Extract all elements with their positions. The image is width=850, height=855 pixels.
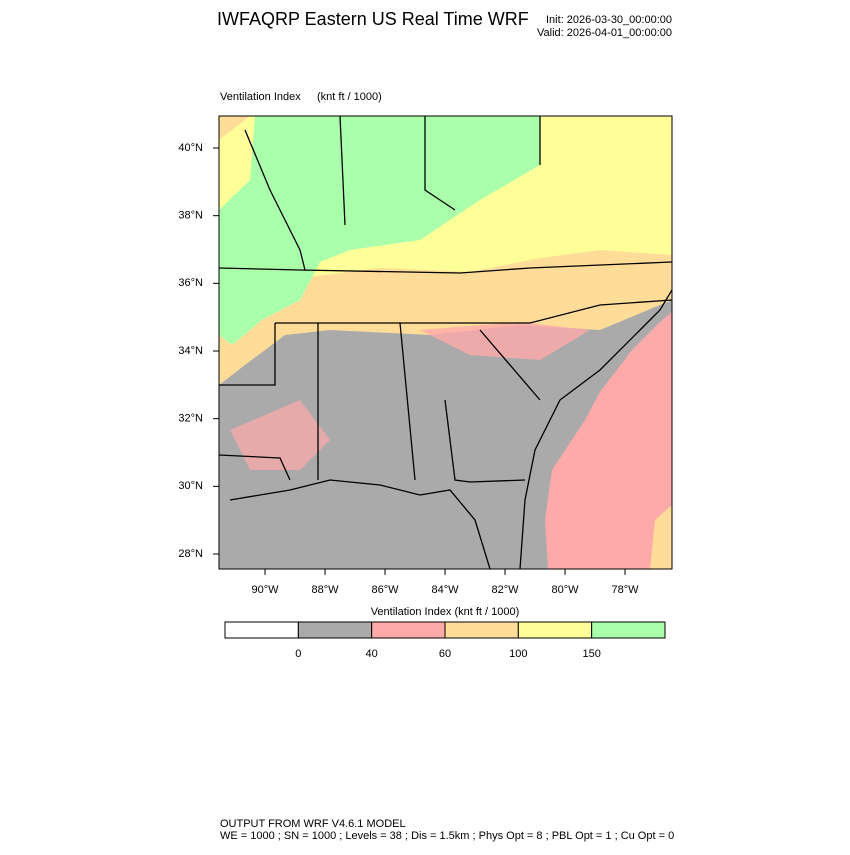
lat-label: 34°N [178,345,203,357]
colorbar-title: Ventilation Index (knt ft / 1000) [371,606,520,618]
green-region [219,116,540,345]
colorbar-box [297,621,373,639]
lon-label: 84°W [431,584,459,596]
lat-label: 36°N [178,277,203,289]
yellow-corner [650,505,672,569]
lat-label: 30°N [178,480,203,492]
map [218,115,673,570]
colorbar-label: 0 [295,648,301,660]
colorbar-box [444,621,519,639]
gulf-water [219,480,490,569]
lat-label: 38°N [178,210,203,222]
init-time: Init: 2026-03-30_00:00:00 [546,14,672,26]
field-units: (knt ft / 1000) [317,91,382,103]
lon-label: 78°W [611,584,639,596]
state-lines [219,116,672,483]
field-name: Ventilation Index [220,91,301,103]
valid-time: Valid: 2026-04-01_00:00:00 [537,27,672,39]
coastline [229,289,672,569]
footer-line: OUTPUT FROM WRF V4.6.1 MODEL [220,818,406,830]
colorbar-box [517,621,593,639]
lon-label: 90°W [251,584,279,596]
colorbar-label: 100 [509,648,527,660]
colorbar-label: 60 [439,648,451,660]
pink-region [545,312,672,569]
lon-label: 86°W [371,584,399,596]
title: IWFAQRP Eastern US Real Time WRF [217,9,529,29]
lon-label: 88°W [311,584,339,596]
lon-label: 82°W [491,584,519,596]
colorbar-box [591,621,666,639]
pink-south [230,400,330,470]
colorbar-box [224,621,299,639]
lon-label: 80°W [551,584,579,596]
colorbar-label: 150 [582,648,600,660]
lat-label: 32°N [178,413,203,425]
footer-line: WE = 1000 ; SN = 1000 ; Levels = 38 ; Di… [220,830,674,842]
colorbar-label: 40 [366,648,378,660]
pink-inland [420,322,590,360]
lat-label: 40°N [178,142,203,154]
colorbar-box [371,621,446,639]
lat-label: 28°N [178,548,203,560]
